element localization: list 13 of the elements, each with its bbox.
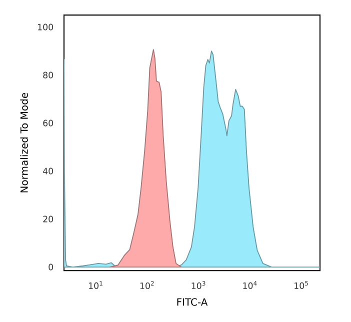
y-tick-label: 100 — [38, 24, 54, 30]
x-tick-label: 10$^{2}$ — [140, 281, 154, 290]
x-tick-label: 10$^{1}$ — [89, 281, 102, 289]
y-axis-title: Normalized To Mode — [20, 92, 28, 192]
x-tick-label: 10$^{5}$ — [294, 281, 308, 289]
y-tick-label: 80 — [43, 72, 54, 78]
y-tick-label: 60 — [43, 120, 54, 126]
y-tick-label: 20 — [43, 216, 54, 222]
y-tick-label: 0 — [48, 264, 54, 270]
x-axis-title: FITC-A — [177, 298, 208, 306]
y-tick-label: 40 — [43, 168, 54, 174]
x-tick-label: 10$^{3}$ — [192, 281, 206, 290]
x-tick-label: 10$^{4}$ — [243, 281, 257, 289]
